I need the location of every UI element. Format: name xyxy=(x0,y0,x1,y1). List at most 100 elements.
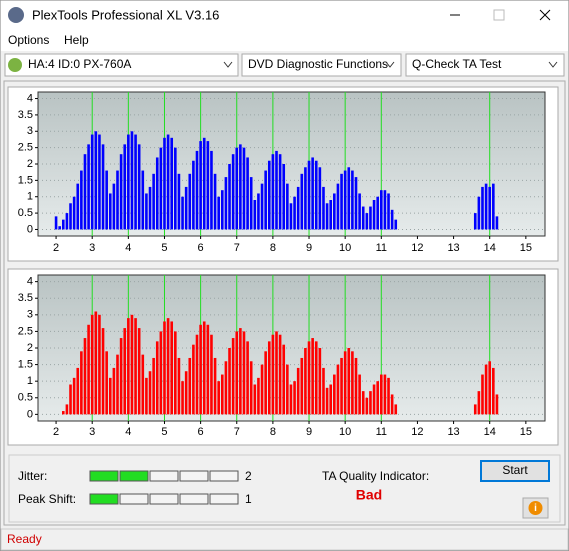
bar xyxy=(318,348,322,415)
bar xyxy=(217,381,220,415)
bar xyxy=(340,173,343,230)
bar xyxy=(253,200,257,230)
bar xyxy=(383,190,387,230)
y-tick-label: 0.5 xyxy=(18,207,33,219)
bar xyxy=(282,344,286,415)
bar xyxy=(495,394,499,415)
title-bar xyxy=(1,1,568,30)
bar xyxy=(101,144,105,230)
bar xyxy=(267,341,271,415)
x-tick-label: 2 xyxy=(53,242,59,254)
bar xyxy=(127,134,130,230)
y-tick-label: 2 xyxy=(27,342,33,354)
x-tick-label: 4 xyxy=(125,242,131,254)
bar xyxy=(264,170,267,230)
bar xyxy=(289,384,293,415)
x-tick-label: 7 xyxy=(234,426,240,438)
peak-shift-label: Peak Shift: xyxy=(18,492,76,506)
start-button-label[interactable]: Start xyxy=(502,463,528,477)
x-tick-label: 15 xyxy=(520,426,532,438)
bar xyxy=(239,328,242,415)
bar xyxy=(155,341,159,415)
bar xyxy=(87,324,90,415)
bar xyxy=(235,331,239,415)
menu-help[interactable]: Help xyxy=(64,33,89,47)
bar xyxy=(72,377,76,415)
bar xyxy=(354,357,358,415)
bar xyxy=(246,341,249,415)
bar xyxy=(76,367,80,415)
bar xyxy=(210,150,213,230)
close-button[interactable] xyxy=(539,9,551,21)
meter-segment xyxy=(149,493,179,505)
y-tick-label: 1.5 xyxy=(18,174,33,186)
bar xyxy=(394,219,398,230)
bar xyxy=(163,137,166,230)
y-tick-label: 1 xyxy=(27,191,33,203)
peak-shift-value: 1 xyxy=(245,492,252,506)
bar xyxy=(267,160,271,230)
bar xyxy=(69,384,72,415)
dropdown-arrow xyxy=(223,61,233,68)
bar xyxy=(304,348,307,415)
meter-segment xyxy=(119,493,149,505)
bar xyxy=(61,219,65,230)
status-text: Ready xyxy=(7,532,42,546)
bar xyxy=(264,351,267,415)
x-tick-label: 7 xyxy=(234,242,240,254)
x-tick-label: 8 xyxy=(270,426,276,438)
bar xyxy=(98,314,101,415)
ta-result: Bad xyxy=(356,487,382,503)
y-tick-label: 4 xyxy=(27,92,33,104)
meter-segment xyxy=(89,493,119,505)
result-panel xyxy=(8,454,561,523)
menu-options[interactable]: Options xyxy=(8,33,49,47)
bar xyxy=(358,374,361,415)
bar xyxy=(257,377,260,415)
bar xyxy=(177,173,181,230)
bar xyxy=(369,391,372,415)
meter-segment xyxy=(149,470,179,482)
bar xyxy=(83,154,87,230)
bar xyxy=(376,381,379,415)
meter-segment xyxy=(179,470,209,482)
bar xyxy=(260,364,264,415)
bar xyxy=(80,170,83,230)
bar xyxy=(492,183,495,230)
bar xyxy=(134,134,137,230)
y-tick-label: 4 xyxy=(27,276,33,288)
bar xyxy=(322,186,325,230)
bar xyxy=(322,367,325,415)
ta-label: TA Quality Indicator: xyxy=(322,469,429,483)
bar xyxy=(394,404,398,415)
maximize-button[interactable] xyxy=(493,9,505,21)
bar xyxy=(174,147,177,230)
bar xyxy=(170,137,174,230)
bar xyxy=(72,196,76,230)
bar xyxy=(166,318,170,415)
bar xyxy=(275,150,278,230)
x-tick-label: 12 xyxy=(411,426,423,438)
test-select[interactable] xyxy=(405,53,565,77)
bar xyxy=(307,160,311,230)
bar xyxy=(210,334,213,415)
x-tick-label: 11 xyxy=(376,426,387,438)
meter-segment xyxy=(89,470,119,482)
function-select[interactable] xyxy=(241,53,402,77)
bar xyxy=(202,321,206,415)
bar xyxy=(314,341,318,415)
drive-select[interactable] xyxy=(4,53,239,77)
bar xyxy=(484,183,488,230)
y-tick-label: 0 xyxy=(27,408,33,420)
bar xyxy=(228,348,231,415)
start-button[interactable] xyxy=(480,460,550,482)
bar xyxy=(174,331,177,415)
status-bar xyxy=(0,528,569,551)
bar xyxy=(145,377,148,415)
bar xyxy=(148,186,152,230)
bar xyxy=(119,338,123,415)
bar xyxy=(152,173,155,230)
bar xyxy=(473,404,477,415)
